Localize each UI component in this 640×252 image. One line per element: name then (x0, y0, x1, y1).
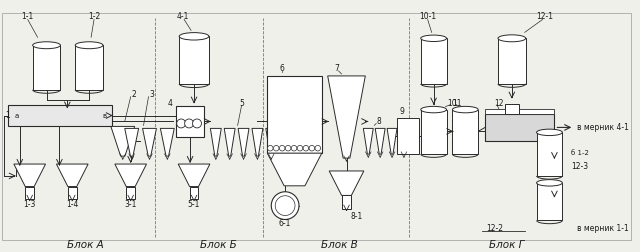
Circle shape (315, 145, 321, 151)
Text: 7: 7 (334, 65, 339, 74)
Text: 9: 9 (399, 107, 404, 116)
Text: 8-1: 8-1 (350, 212, 362, 221)
Text: 1-1: 1-1 (22, 12, 34, 21)
Text: 12-3: 12-3 (572, 162, 588, 171)
Text: 10: 10 (447, 99, 457, 108)
Bar (485, 109, 554, 114)
Text: в: в (102, 113, 106, 118)
Text: 11: 11 (452, 99, 462, 108)
Bar (485, 114, 554, 141)
Bar (176, 106, 204, 137)
Text: в мерник 4-1: в мерник 4-1 (577, 123, 629, 132)
Polygon shape (268, 153, 322, 186)
Text: Блок Г: Блок Г (489, 240, 525, 250)
Bar (452, 110, 478, 154)
Bar (68, 186, 77, 199)
Polygon shape (375, 129, 385, 154)
Bar (76, 45, 103, 90)
Bar (33, 45, 60, 90)
Polygon shape (56, 164, 88, 186)
Polygon shape (178, 164, 210, 186)
Bar (189, 186, 198, 199)
Text: 3-1: 3-1 (125, 200, 137, 209)
Text: 10-1: 10-1 (419, 12, 436, 21)
Bar (179, 36, 209, 84)
Circle shape (268, 145, 273, 151)
Text: 1-2: 1-2 (88, 12, 100, 21)
Polygon shape (111, 127, 134, 156)
Text: 1-3: 1-3 (24, 200, 36, 209)
Bar (25, 186, 34, 199)
Ellipse shape (498, 35, 525, 42)
Ellipse shape (420, 106, 447, 113)
Polygon shape (238, 129, 249, 156)
Bar (420, 38, 447, 84)
Circle shape (271, 192, 299, 219)
Circle shape (280, 145, 285, 151)
Polygon shape (211, 129, 221, 156)
Text: 12-2: 12-2 (486, 224, 504, 233)
Text: 1-4: 1-4 (66, 200, 79, 209)
Text: 2: 2 (131, 90, 136, 99)
Text: 1: 1 (5, 111, 10, 120)
Polygon shape (252, 129, 263, 156)
Polygon shape (266, 129, 276, 156)
Text: Блок В: Блок В (321, 240, 357, 250)
Text: 8: 8 (377, 117, 381, 126)
Text: Блок А: Блок А (67, 240, 104, 250)
Bar (536, 183, 563, 220)
Polygon shape (161, 129, 174, 156)
Polygon shape (399, 129, 409, 154)
Circle shape (285, 145, 291, 151)
Ellipse shape (179, 33, 209, 40)
Bar (397, 118, 419, 154)
Ellipse shape (33, 42, 60, 49)
Polygon shape (364, 129, 373, 154)
Text: в мерник 1-1: в мерник 1-1 (577, 224, 629, 233)
Circle shape (291, 145, 297, 151)
Bar (498, 38, 525, 84)
Text: 6: 6 (280, 65, 285, 74)
Circle shape (193, 119, 202, 128)
Text: Блок Б: Блок Б (200, 240, 237, 250)
Text: б 1-2: б 1-2 (572, 150, 589, 156)
Polygon shape (224, 129, 235, 156)
Circle shape (303, 145, 308, 151)
Text: 12-1: 12-1 (536, 12, 553, 21)
Polygon shape (328, 76, 365, 158)
Bar (536, 132, 563, 176)
Text: 5: 5 (239, 99, 244, 108)
Polygon shape (143, 129, 156, 156)
Ellipse shape (76, 42, 103, 49)
Ellipse shape (536, 180, 563, 186)
Bar (342, 195, 351, 209)
Polygon shape (125, 129, 139, 156)
Bar (268, 76, 322, 153)
Text: 5-1: 5-1 (188, 200, 200, 209)
Ellipse shape (536, 129, 563, 136)
Bar (8, 105, 112, 127)
Text: 4: 4 (168, 99, 172, 108)
Text: 3: 3 (149, 90, 154, 99)
Circle shape (177, 119, 186, 128)
Polygon shape (387, 129, 397, 154)
Polygon shape (14, 164, 45, 186)
Circle shape (309, 145, 315, 151)
Polygon shape (115, 164, 147, 186)
Text: 4-1: 4-1 (177, 12, 189, 21)
Ellipse shape (420, 35, 447, 42)
Text: 6-1: 6-1 (279, 219, 291, 228)
Text: а: а (15, 113, 19, 118)
Text: 12: 12 (494, 99, 504, 108)
Circle shape (273, 145, 279, 151)
Bar (126, 186, 135, 199)
Ellipse shape (452, 106, 478, 113)
Polygon shape (329, 171, 364, 195)
Bar (420, 110, 447, 154)
Bar (505, 104, 519, 114)
Circle shape (184, 119, 193, 128)
Circle shape (297, 145, 303, 151)
